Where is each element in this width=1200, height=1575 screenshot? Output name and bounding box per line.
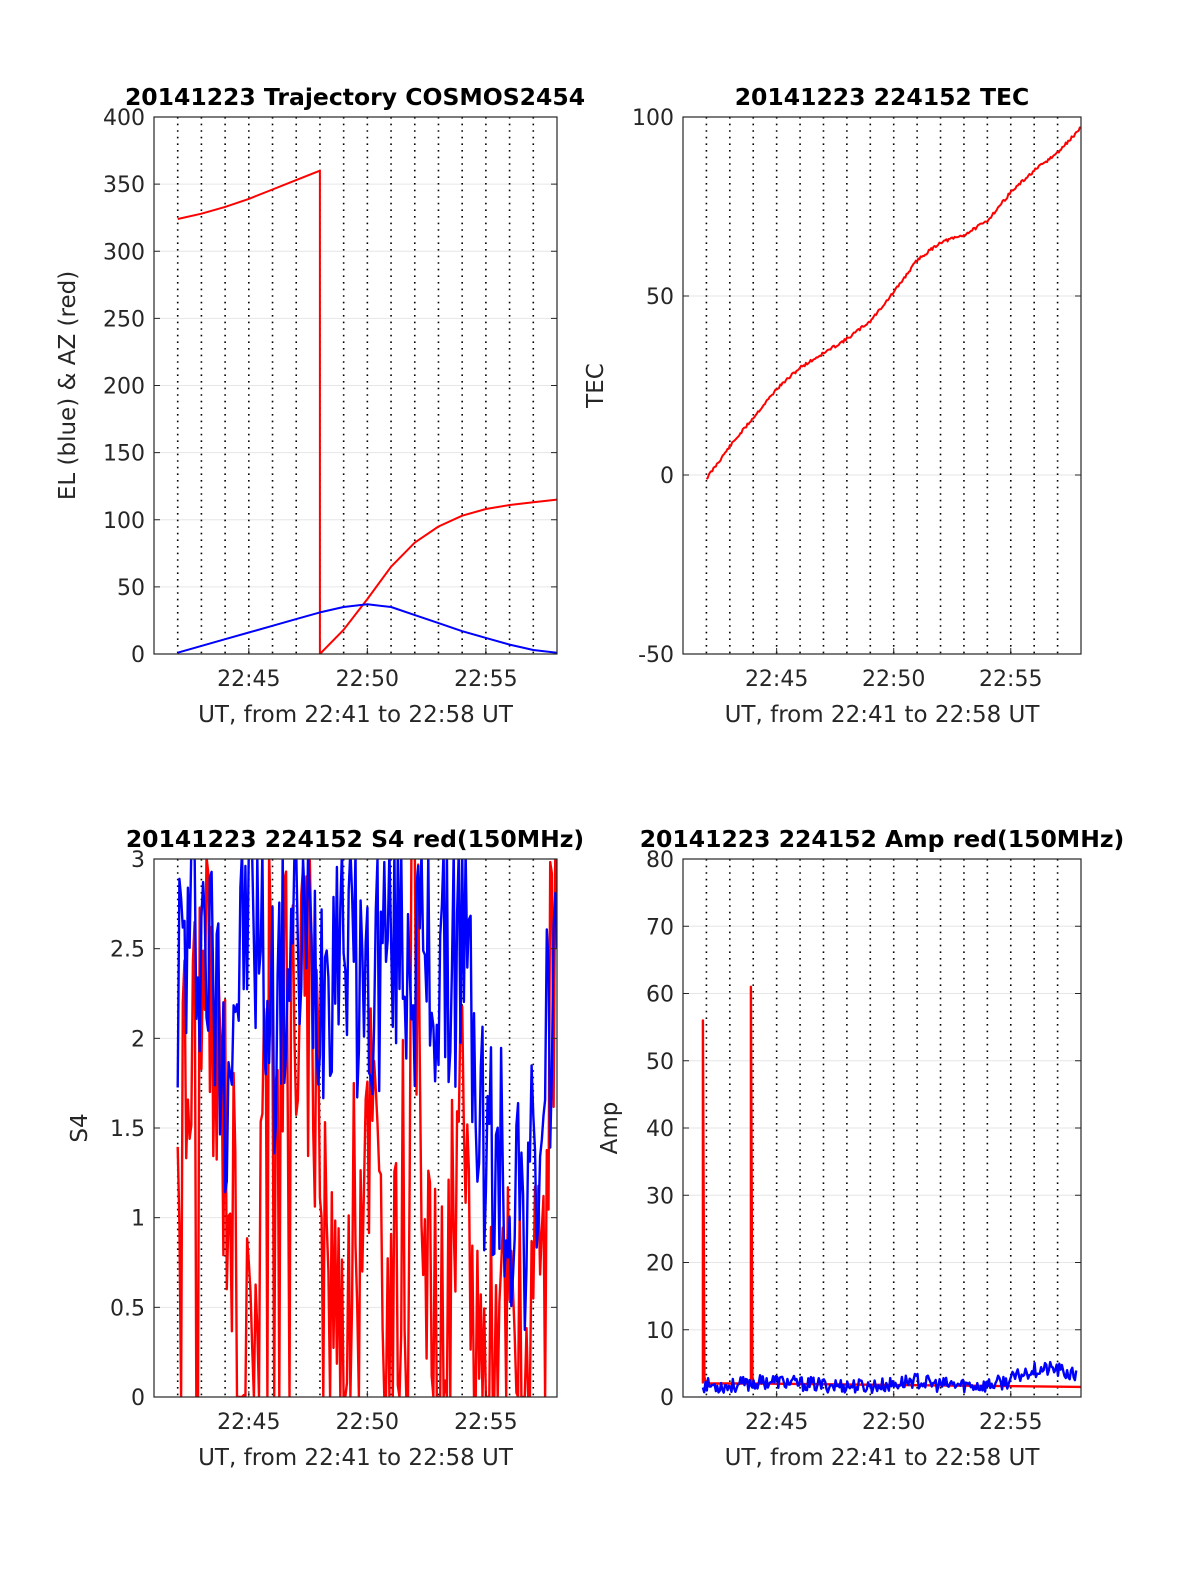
y-tick-label: 350 <box>103 173 145 198</box>
data-series-1 <box>177 169 557 654</box>
plot-area <box>701 985 1081 1394</box>
y-tick-label: 1 <box>131 1207 145 1232</box>
y-tick-label: 80 <box>646 848 674 873</box>
y-tick-label: 70 <box>646 915 674 940</box>
chart-panel-2: -50 0 50 100 22:45 22:50 22:55 20141223 224152 … <box>583 83 1082 728</box>
y-axis-label: Amp <box>597 1102 623 1155</box>
data-series-1 <box>705 126 1081 480</box>
x-tick-label: 22:45 <box>217 1410 280 1435</box>
data-series-2 <box>176 859 557 1332</box>
y-tick-label: 0 <box>131 643 145 668</box>
plot-area <box>705 126 1081 480</box>
chart-panel-1: 0 50 100 150 200 250 300 350 400 22:45 22:50 22:55 2… <box>55 83 585 728</box>
y-tick-label: 0 <box>131 1386 145 1411</box>
y-tick-label: 300 <box>103 240 145 265</box>
y-tick-label: 30 <box>646 1184 674 1209</box>
chart-title: 20141223 224152 S4 red(150MHz) <box>126 825 584 853</box>
chart-title: 20141223 224152 TEC <box>735 83 1030 111</box>
y-tick-label: 1.5 <box>110 1117 145 1142</box>
y-tick-label: 40 <box>646 1117 674 1142</box>
y-tick-label: 3 <box>131 848 145 873</box>
x-tick-label: 22:45 <box>217 667 280 692</box>
chart-panel-4: 0 10 20 30 40 50 60 70 80 22:45 22:50 22:55 20141223… <box>597 825 1124 1471</box>
x-axis-label: UT, from 22:41 to 22:58 UT <box>198 702 514 728</box>
chart-panel-3: 0 0.5 1 1.5 2 2.5 3 22:45 22:50 22:55 20141223 224… <box>67 825 584 1471</box>
y-tick-label: 60 <box>646 983 674 1008</box>
y-tick-label: 50 <box>646 285 674 310</box>
x-tick-label: 22:50 <box>862 1410 925 1435</box>
y-tick-label: -50 <box>638 643 674 668</box>
y-tick-label: 20 <box>646 1252 674 1277</box>
data-series-1 <box>701 985 1081 1389</box>
x-tick-label: 22:45 <box>745 667 808 692</box>
data-series-1 <box>176 859 557 1397</box>
x-tick-label: 22:50 <box>336 667 399 692</box>
y-tick-label: 50 <box>646 1050 674 1075</box>
chart-title: 20141223 Trajectory COSMOS2454 <box>125 83 585 111</box>
y-tick-label: 250 <box>103 307 145 332</box>
y-tick-label: 150 <box>103 442 145 467</box>
x-tick-label: 22:45 <box>745 1410 808 1435</box>
plot-area <box>176 859 557 1397</box>
x-tick-label: 22:55 <box>454 1410 517 1435</box>
y-tick-label: 400 <box>103 106 145 131</box>
y-tick-label: 10 <box>646 1319 674 1344</box>
x-tick-label: 22:55 <box>454 667 517 692</box>
data-series-2 <box>177 603 557 654</box>
y-tick-label: 0.5 <box>110 1296 145 1321</box>
y-tick-label: 2.5 <box>110 938 145 963</box>
y-axis-label: S4 <box>67 1113 93 1142</box>
y-tick-label: 200 <box>103 375 145 400</box>
y-tick-label: 0 <box>660 464 674 489</box>
x-tick-label: 22:50 <box>862 667 925 692</box>
y-tick-label: 2 <box>131 1027 145 1052</box>
y-tick-label: 100 <box>103 509 145 534</box>
y-tick-label: 50 <box>117 576 145 601</box>
x-tick-label: 22:50 <box>336 1410 399 1435</box>
axes-box <box>682 116 1082 655</box>
chart-title: 20141223 224152 Amp red(150MHz) <box>640 825 1125 853</box>
y-axis-label: EL (blue) & AZ (red) <box>55 271 81 500</box>
x-tick-label: 22:55 <box>979 1410 1042 1435</box>
y-tick-label: 100 <box>632 106 674 131</box>
data-series-2 <box>701 1360 1078 1394</box>
x-axis-label: UT, from 22:41 to 22:58 UT <box>198 1445 514 1471</box>
y-axis-label: TEC <box>583 363 609 409</box>
y-tick-label: 0 <box>660 1386 674 1411</box>
x-tick-label: 22:55 <box>979 667 1042 692</box>
x-axis-label: UT, from 22:41 to 22:58 UT <box>725 702 1041 728</box>
x-axis-label: UT, from 22:41 to 22:58 UT <box>725 1445 1041 1471</box>
